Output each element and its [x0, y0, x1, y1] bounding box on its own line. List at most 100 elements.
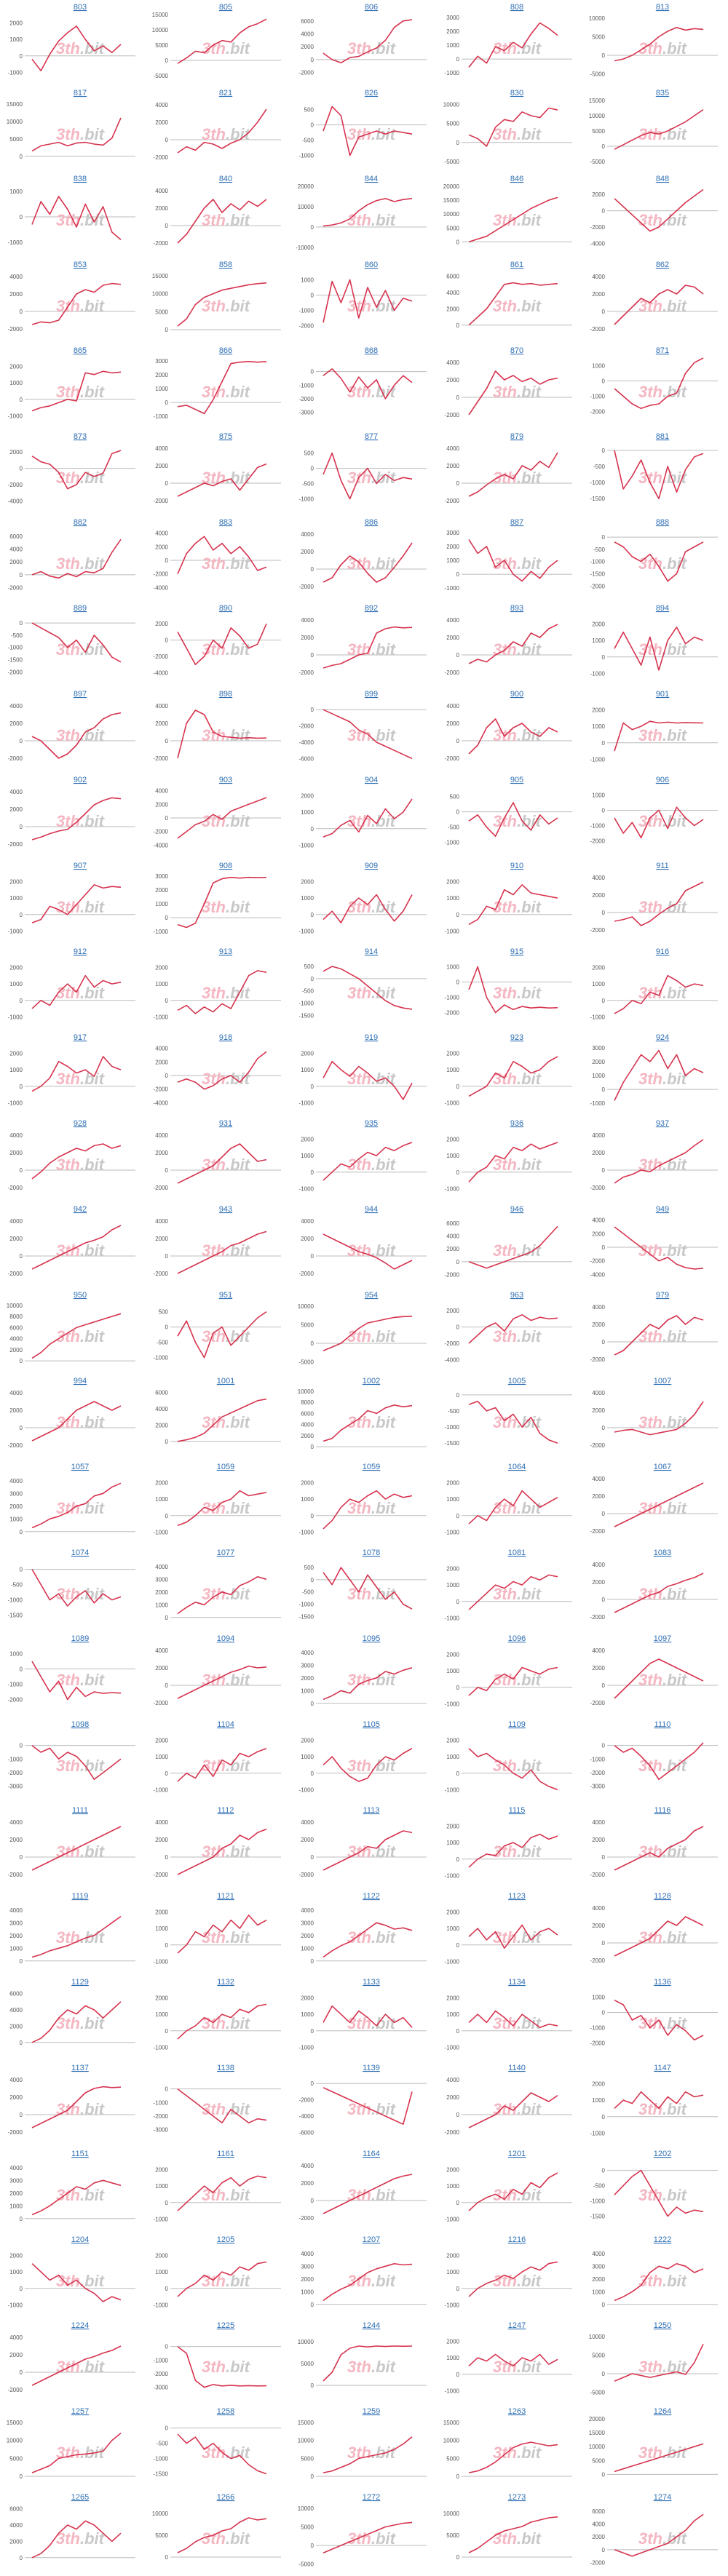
chart-title-link[interactable]: 1138 [217, 2064, 234, 2072]
chart-title-link[interactable]: 942 [74, 1205, 87, 1214]
chart-title-link[interactable]: 923 [510, 1033, 523, 1042]
chart-title-link[interactable]: 1132 [217, 1978, 234, 1987]
chart-title-link[interactable]: 899 [365, 690, 378, 699]
chart-title-link[interactable]: 898 [219, 690, 232, 699]
chart-title-link[interactable]: 858 [219, 261, 232, 269]
chart-title-link[interactable]: 897 [74, 690, 87, 699]
chart-title-link[interactable]: 979 [656, 1291, 669, 1300]
chart-title-link[interactable]: 937 [656, 1119, 669, 1128]
chart-title-link[interactable]: 1161 [217, 2150, 234, 2158]
chart-title-link[interactable]: 1059 [363, 1463, 380, 1471]
chart-title-link[interactable]: 902 [74, 776, 87, 784]
chart-title-link[interactable]: 1151 [71, 2150, 89, 2158]
chart-title-link[interactable]: 844 [365, 175, 378, 183]
chart-title-link[interactable]: 882 [74, 518, 87, 527]
chart-title-link[interactable]: 1095 [363, 1634, 380, 1643]
chart-title-link[interactable]: 1115 [509, 1806, 526, 1815]
chart-title-link[interactable]: 881 [656, 432, 669, 441]
chart-title-link[interactable]: 906 [656, 776, 669, 784]
chart-title-link[interactable]: 1263 [508, 2407, 526, 2416]
chart-title-link[interactable]: 1257 [71, 2407, 89, 2416]
chart-title-link[interactable]: 1224 [71, 2321, 89, 2330]
chart-title-link[interactable]: 946 [510, 1205, 523, 1214]
chart-title-link[interactable]: 870 [510, 346, 523, 355]
chart-title-link[interactable]: 954 [365, 1291, 378, 1300]
chart-title-link[interactable]: 879 [510, 432, 523, 441]
chart-title-link[interactable]: 848 [656, 175, 669, 183]
chart-title-link[interactable]: 1113 [363, 1806, 380, 1815]
chart-title-link[interactable]: 1134 [508, 1978, 526, 1987]
chart-title-link[interactable]: 912 [74, 947, 87, 956]
chart-title-link[interactable]: 1094 [217, 1634, 234, 1643]
chart-title-link[interactable]: 1259 [363, 2407, 380, 2416]
chart-title-link[interactable]: 1121 [217, 1892, 234, 1901]
chart-title-link[interactable]: 916 [656, 947, 669, 956]
chart-title-link[interactable]: 1064 [508, 1463, 526, 1471]
chart-title-link[interactable]: 909 [365, 862, 378, 870]
chart-title-link[interactable]: 1083 [654, 1549, 671, 1557]
chart-title-link[interactable]: 917 [74, 1033, 87, 1042]
chart-title-link[interactable]: 861 [510, 261, 523, 269]
chart-title-link[interactable]: 903 [219, 776, 232, 784]
chart-title-link[interactable]: 908 [219, 862, 232, 870]
chart-title-link[interactable]: 1111 [72, 1806, 88, 1815]
chart-title-link[interactable]: 894 [656, 604, 669, 613]
chart-title-link[interactable]: 1133 [363, 1978, 380, 1987]
chart-title-link[interactable]: 1110 [654, 1720, 671, 1729]
chart-title-link[interactable]: 862 [656, 261, 669, 269]
chart-title-link[interactable]: 900 [510, 690, 523, 699]
chart-title-link[interactable]: 907 [74, 862, 87, 870]
chart-title-link[interactable]: 813 [656, 3, 669, 12]
chart-title-link[interactable]: 915 [510, 947, 523, 956]
chart-title-link[interactable]: 1097 [654, 1634, 671, 1643]
chart-title-link[interactable]: 1077 [217, 1549, 234, 1557]
chart-title-link[interactable]: 1273 [508, 2493, 526, 2502]
chart-title-link[interactable]: 919 [365, 1033, 378, 1042]
chart-title-link[interactable]: 853 [74, 261, 87, 269]
chart-title-link[interactable]: 1122 [363, 1892, 380, 1901]
chart-title-link[interactable]: 805 [219, 3, 232, 12]
chart-title-link[interactable]: 1207 [363, 2235, 380, 2244]
chart-title-link[interactable]: 1067 [654, 1463, 671, 1471]
chart-title-link[interactable]: 935 [365, 1119, 378, 1128]
chart-title-link[interactable]: 838 [74, 175, 87, 183]
chart-title-link[interactable]: 1057 [71, 1463, 89, 1471]
chart-title-link[interactable]: 1222 [654, 2235, 671, 2244]
chart-title-link[interactable]: 1272 [363, 2493, 380, 2502]
chart-title-link[interactable]: 924 [656, 1033, 669, 1042]
chart-title-link[interactable]: 950 [74, 1291, 87, 1300]
chart-title-link[interactable]: 1201 [508, 2150, 526, 2158]
chart-title-link[interactable]: 893 [510, 604, 523, 613]
chart-title-link[interactable]: 1274 [654, 2493, 671, 2502]
chart-title-link[interactable]: 911 [656, 862, 669, 870]
chart-title-link[interactable]: 949 [656, 1205, 669, 1214]
chart-title-link[interactable]: 1105 [363, 1720, 380, 1729]
chart-title-link[interactable]: 846 [510, 175, 523, 183]
chart-title-link[interactable]: 1139 [363, 2064, 380, 2072]
chart-title-link[interactable]: 866 [219, 346, 232, 355]
chart-title-link[interactable]: 1116 [654, 1806, 671, 1815]
chart-title-link[interactable]: 1147 [654, 2064, 671, 2072]
chart-title-link[interactable]: 901 [656, 690, 669, 699]
chart-title-link[interactable]: 1078 [363, 1549, 380, 1557]
chart-title-link[interactable]: 1112 [218, 1806, 234, 1815]
chart-title-link[interactable]: 1074 [71, 1549, 89, 1557]
chart-title-link[interactable]: 871 [656, 346, 669, 355]
chart-title-link[interactable]: 944 [365, 1205, 378, 1214]
chart-title-link[interactable]: 1258 [217, 2407, 234, 2416]
chart-title-link[interactable]: 931 [219, 1119, 232, 1128]
chart-title-link[interactable]: 1247 [508, 2321, 526, 2330]
chart-title-link[interactable]: 1140 [508, 2064, 526, 2072]
chart-title-link[interactable]: 890 [219, 604, 232, 613]
chart-title-link[interactable]: 803 [74, 3, 87, 12]
chart-title-link[interactable]: 1128 [654, 1892, 671, 1901]
chart-title-link[interactable]: 994 [74, 1377, 87, 1386]
chart-title-link[interactable]: 963 [510, 1291, 523, 1300]
chart-title-link[interactable]: 905 [510, 776, 523, 784]
chart-title-link[interactable]: 1005 [508, 1377, 526, 1386]
chart-title-link[interactable]: 1225 [217, 2321, 234, 2330]
chart-title-link[interactable]: 918 [219, 1033, 232, 1042]
chart-title-link[interactable]: 1136 [654, 1978, 671, 1987]
chart-title-link[interactable]: 1205 [217, 2235, 234, 2244]
chart-title-link[interactable]: 1202 [654, 2150, 671, 2158]
